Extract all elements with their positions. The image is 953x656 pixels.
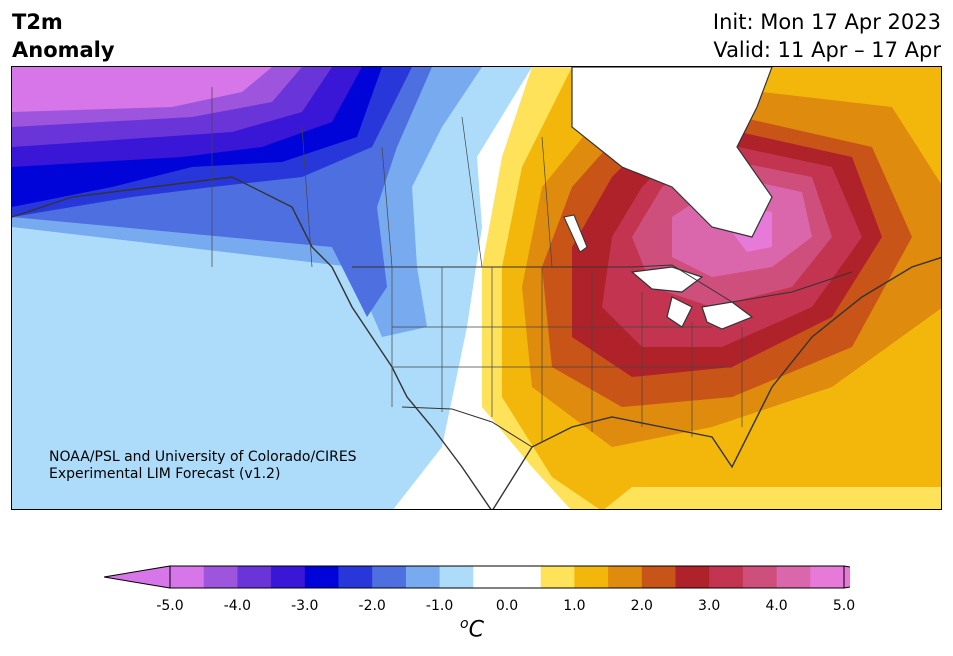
colorbar-tick-label: 0.0 xyxy=(495,598,519,614)
colorbar-segment xyxy=(742,566,778,588)
colorbar-segment xyxy=(439,566,474,588)
colorbar-segment xyxy=(271,566,306,588)
unit-label: oC xyxy=(460,616,484,642)
colorbar-tick-label: 3.0 xyxy=(698,598,721,614)
colorbar-segment xyxy=(372,566,407,588)
colorbar-segment xyxy=(170,566,205,588)
colorbar-segment xyxy=(338,566,373,588)
colorbar-segment xyxy=(641,566,676,588)
credit-line-1: NOAA/PSL and University of Colorado/CIRE… xyxy=(49,449,357,465)
colorbar-tick-label: -4.0 xyxy=(223,598,252,614)
colorbar-segment xyxy=(473,566,508,588)
colorbar-tick-label: 4.0 xyxy=(765,598,788,614)
colorbar-segment xyxy=(776,566,811,588)
great-lakes xyxy=(630,266,754,330)
colorbar-segment xyxy=(608,566,643,588)
gulf-coastline xyxy=(492,256,941,509)
cold-core xyxy=(12,67,272,112)
colorbar xyxy=(103,565,911,595)
colorbar-frame xyxy=(169,565,845,589)
map-title: T2m Anomaly xyxy=(12,8,115,64)
colorbar-svg xyxy=(103,565,911,589)
lake-winnipeg xyxy=(563,214,588,253)
credit-line-2: Experimental LIM Forecast (v1.2) xyxy=(49,466,281,482)
us-canada-border xyxy=(352,264,853,303)
anomaly-map xyxy=(11,66,942,510)
forecast-dates: Init: Mon 17 Apr 2023 Valid: 11 Apr – 17… xyxy=(713,8,941,64)
colorbar-segment xyxy=(540,566,575,588)
colorbar-segment xyxy=(709,566,744,588)
colorbar-segment xyxy=(237,566,272,588)
colorbar-under-arrow xyxy=(103,565,171,589)
unit-degree: o xyxy=(460,616,469,632)
credit-text: NOAA/PSL and University of Colorado/CIRE… xyxy=(49,449,357,483)
colorbar-tick-label: 1.0 xyxy=(563,598,586,614)
colorbar-tick-label: 2.0 xyxy=(630,598,653,614)
colorbar-segment xyxy=(405,566,441,588)
unit-c: C xyxy=(468,617,484,643)
colorbar-tick-label: 5.0 xyxy=(832,598,856,614)
colorbar-over-arrow xyxy=(843,565,911,589)
colorbar-segment xyxy=(675,566,710,588)
valid-range: Valid: 11 Apr – 17 Apr xyxy=(713,38,941,62)
colorbar-segment xyxy=(574,566,609,588)
title-line-1: T2m xyxy=(12,10,63,34)
colorbar-tick-label: -1.0 xyxy=(425,598,454,614)
state-lines xyxy=(391,267,743,442)
colorbar-tick-label: -3.0 xyxy=(291,598,319,614)
province-lines xyxy=(211,87,553,268)
colorbar-segment xyxy=(810,566,845,588)
map-canvas xyxy=(12,67,941,509)
west-coastline xyxy=(12,176,492,509)
colorbar-segment xyxy=(507,566,542,588)
colorbar-segment xyxy=(203,566,238,588)
colorbar-segment xyxy=(304,566,339,588)
colorbar-tick-label: -5.0 xyxy=(156,598,184,614)
init-date: Init: Mon 17 Apr 2023 xyxy=(712,10,941,34)
colorbar-tick-label: -2.0 xyxy=(358,598,386,614)
hudson-bay xyxy=(571,67,773,238)
us-mexico-border xyxy=(401,406,533,448)
title-line-2: Anomaly xyxy=(12,38,115,62)
